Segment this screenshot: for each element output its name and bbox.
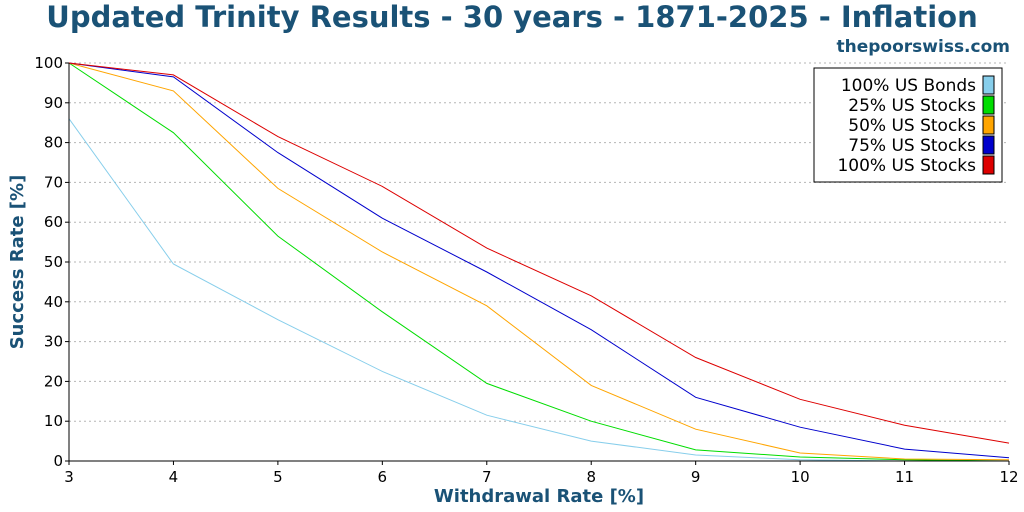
series-lines <box>68 62 1010 462</box>
legend-swatch <box>982 115 995 135</box>
y-tick-label: 50 <box>44 253 63 271</box>
gridlines <box>69 62 1009 422</box>
legend-label: 100% US Bonds <box>841 76 976 96</box>
x-tick-label: 5 <box>273 468 283 486</box>
x-tick-label: 8 <box>586 468 596 486</box>
y-tick-label: 20 <box>44 372 63 390</box>
y-axis-title: Success Rate [%] <box>7 175 28 350</box>
y-tick-label: 80 <box>44 134 63 152</box>
series-line <box>68 62 1010 459</box>
x-tick-label: 12 <box>999 468 1018 486</box>
legend-label: 25% US Stocks <box>848 96 976 116</box>
legend-swatch <box>982 95 995 115</box>
x-axis-title: Withdrawal Rate [%] <box>434 486 644 507</box>
y-tick-label: 10 <box>44 412 63 430</box>
y-tick-labels: 0 10 20 30 40 50 60 70 80 90 100 <box>34 54 69 470</box>
x-tick-label: 6 <box>378 468 388 486</box>
series-line <box>68 62 1010 461</box>
x-tick-label: 3 <box>64 468 74 486</box>
y-tick-label: 90 <box>44 94 63 112</box>
x-tick-labels: 3 4 5 6 7 8 9 10 11 12 <box>64 461 1019 486</box>
legend-label: 100% US Stocks <box>837 156 976 176</box>
legend-label: 75% US Stocks <box>848 136 976 156</box>
chart-title: Updated Trinity Results - 30 years - 187… <box>46 0 977 34</box>
y-tick-label: 0 <box>53 452 63 470</box>
legend-swatch <box>982 135 995 155</box>
y-tick-label: 100 <box>34 54 63 72</box>
x-tick-label: 4 <box>169 468 179 486</box>
y-tick-label: 30 <box>44 333 63 351</box>
legend-box <box>813 67 1003 183</box>
legend-label: 50% US Stocks <box>848 116 976 136</box>
x-tick-label: 9 <box>691 468 701 486</box>
x-tick-label: 10 <box>791 468 810 486</box>
y-tick-label: 40 <box>44 293 63 311</box>
legend-swatch <box>982 155 995 175</box>
y-tick-label: 70 <box>44 173 63 191</box>
legend-swatch <box>982 75 995 95</box>
site-credit: thepoorswiss.com <box>837 37 1011 57</box>
series-line <box>68 118 1009 462</box>
x-tick-label: 7 <box>482 468 492 486</box>
series-line <box>68 62 1010 444</box>
series-line <box>68 62 1010 462</box>
x-tick-label: 11 <box>895 468 914 486</box>
y-tick-label: 60 <box>44 213 63 231</box>
